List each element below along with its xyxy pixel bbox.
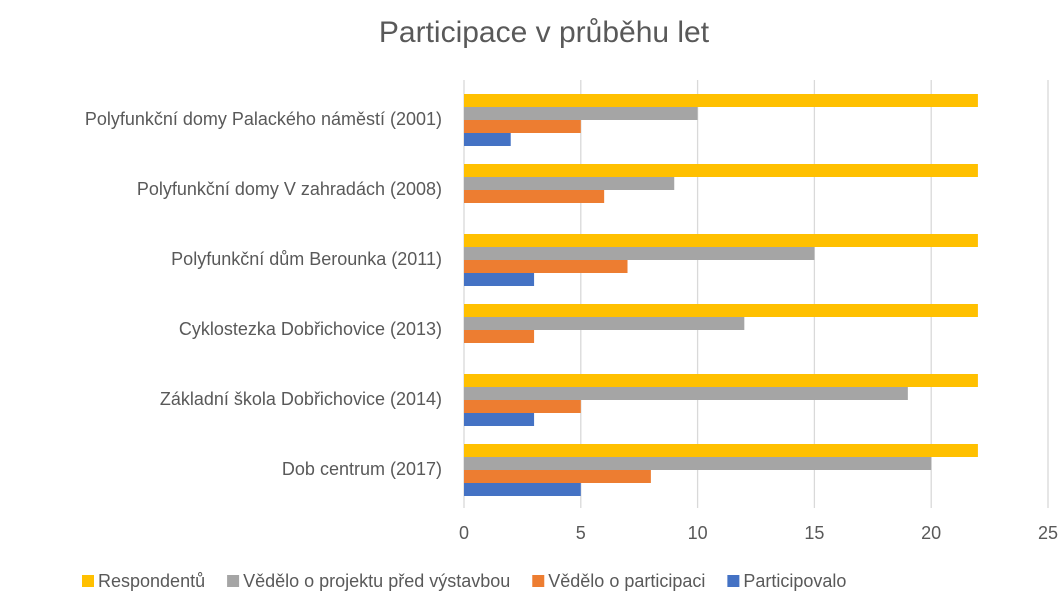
legend-label: Participovalo: [743, 571, 846, 591]
bar: [464, 133, 511, 146]
bar: [464, 444, 978, 457]
bar: [464, 247, 815, 260]
legend-swatch: [82, 575, 94, 587]
bar: [464, 164, 978, 177]
y-tick-label: Základní škola Dobřichovice (2014): [160, 389, 442, 409]
y-tick-label: Polyfunkční dům Berounka (2011): [171, 249, 442, 269]
bar: [464, 260, 628, 273]
bar: [464, 457, 932, 470]
bar: [464, 413, 535, 426]
bar: [464, 387, 908, 400]
x-tick-label: 10: [688, 523, 708, 543]
y-tick-label: Cyklostezka Dobřichovice (2013): [179, 319, 442, 339]
bar: [464, 107, 698, 120]
bar: [464, 190, 605, 203]
legend-swatch: [532, 575, 545, 587]
bar: [464, 374, 978, 387]
bar: [464, 304, 978, 317]
legend-label: Respondentů: [98, 571, 205, 591]
y-tick-label: Polyfunkční domy Palackého náměstí (2001…: [85, 109, 442, 129]
bar: [464, 273, 535, 286]
y-tick-label: Polyfunkční domy V zahradách (2008): [137, 179, 442, 199]
x-tick-label: 15: [804, 523, 824, 543]
legend-swatch: [227, 575, 240, 587]
bar: [464, 120, 581, 133]
bar: [464, 330, 535, 343]
legend-label: Vědělo o projektu před výstavbou: [243, 571, 510, 591]
x-tick-label: 20: [921, 523, 941, 543]
bar: [464, 317, 745, 330]
legend-swatch: [727, 575, 740, 587]
bar: [464, 177, 675, 190]
chart-title: Participace v průběhu let: [379, 16, 710, 49]
y-tick-label: Dob centrum (2017): [282, 459, 442, 479]
bar: [464, 483, 581, 496]
bar: [464, 94, 978, 107]
x-tick-label: 5: [576, 523, 586, 543]
legend-label: Vědělo o participaci: [548, 571, 705, 591]
bar: [464, 400, 581, 413]
bar: [464, 470, 651, 483]
bar: [464, 234, 978, 247]
x-tick-label: 25: [1038, 523, 1058, 543]
x-tick-label: 0: [459, 523, 469, 543]
